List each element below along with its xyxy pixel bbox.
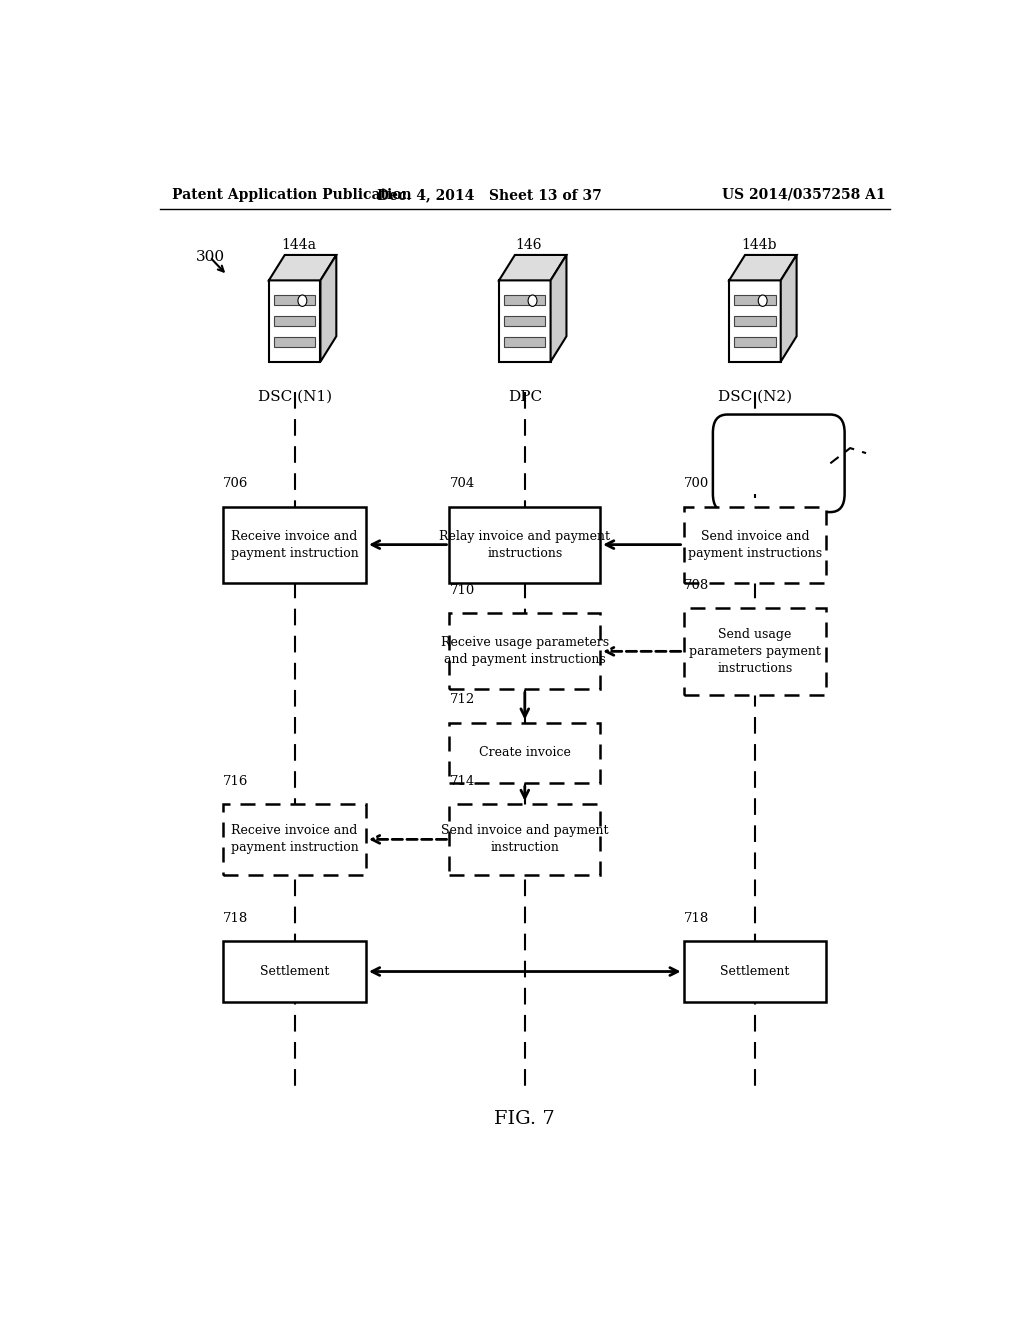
Text: DPC: DPC <box>508 391 542 404</box>
Text: Receive usage parameters
and payment instructions: Receive usage parameters and payment ins… <box>440 636 609 667</box>
Text: 716: 716 <box>223 775 249 788</box>
Polygon shape <box>729 255 797 280</box>
Circle shape <box>298 294 307 306</box>
Text: Settlement: Settlement <box>720 965 790 978</box>
FancyBboxPatch shape <box>684 609 826 694</box>
Text: 144b: 144b <box>741 238 776 252</box>
Bar <box>504 294 546 305</box>
Polygon shape <box>499 255 566 280</box>
Bar <box>269 280 321 362</box>
Polygon shape <box>321 255 336 362</box>
FancyBboxPatch shape <box>450 614 600 689</box>
Text: 146: 146 <box>515 238 542 252</box>
Bar <box>274 317 315 326</box>
Text: Dec. 4, 2014   Sheet 13 of 37: Dec. 4, 2014 Sheet 13 of 37 <box>377 187 601 202</box>
Text: Patent Application Publication: Patent Application Publication <box>172 187 412 202</box>
Bar <box>734 294 775 305</box>
FancyBboxPatch shape <box>684 507 826 582</box>
Bar <box>274 338 315 347</box>
Polygon shape <box>551 255 566 362</box>
Circle shape <box>758 294 767 306</box>
Polygon shape <box>780 255 797 362</box>
Text: FIG. 7: FIG. 7 <box>495 1110 555 1127</box>
Text: 708: 708 <box>684 579 709 591</box>
Bar <box>734 338 775 347</box>
FancyBboxPatch shape <box>684 941 826 1002</box>
Text: Receive invoice and
payment instruction: Receive invoice and payment instruction <box>230 825 358 854</box>
Text: Send invoice and payment
instruction: Send invoice and payment instruction <box>441 825 608 854</box>
FancyBboxPatch shape <box>223 507 367 582</box>
Text: Settlement: Settlement <box>260 965 330 978</box>
Bar <box>729 280 780 362</box>
Text: 704: 704 <box>450 478 475 490</box>
Text: Relay invoice and payment
instructions: Relay invoice and payment instructions <box>439 529 610 560</box>
Text: 714: 714 <box>450 775 475 788</box>
Text: DSC (N1): DSC (N1) <box>258 391 332 404</box>
FancyBboxPatch shape <box>450 804 600 875</box>
Bar <box>504 317 546 326</box>
Text: DSC (N2): DSC (N2) <box>718 391 792 404</box>
Text: US 2014/0357258 A1: US 2014/0357258 A1 <box>722 187 886 202</box>
Bar <box>504 338 546 347</box>
FancyBboxPatch shape <box>223 804 367 875</box>
FancyBboxPatch shape <box>713 414 845 512</box>
Text: Create invoice: Create invoice <box>479 747 570 759</box>
Bar <box>734 317 775 326</box>
Polygon shape <box>269 255 336 280</box>
Text: 700: 700 <box>684 478 709 490</box>
Circle shape <box>528 294 537 306</box>
Text: 300: 300 <box>196 249 224 264</box>
Bar <box>499 280 551 362</box>
Bar <box>274 294 315 305</box>
Text: 710: 710 <box>450 583 475 597</box>
FancyBboxPatch shape <box>450 507 600 582</box>
Text: Send invoice and
payment instructions: Send invoice and payment instructions <box>688 529 822 560</box>
Text: 144a: 144a <box>282 238 316 252</box>
Text: 706: 706 <box>223 478 249 490</box>
FancyBboxPatch shape <box>223 941 367 1002</box>
Text: 718: 718 <box>223 912 249 925</box>
Text: Send usage
parameters payment
instructions: Send usage parameters payment instructio… <box>689 628 821 675</box>
Text: Receive invoice and
payment instruction: Receive invoice and payment instruction <box>230 529 358 560</box>
Text: FIG. 5,
Block 520: FIG. 5, Block 520 <box>745 449 812 478</box>
FancyBboxPatch shape <box>450 722 600 784</box>
Text: 712: 712 <box>450 693 475 706</box>
Text: 718: 718 <box>684 912 709 925</box>
